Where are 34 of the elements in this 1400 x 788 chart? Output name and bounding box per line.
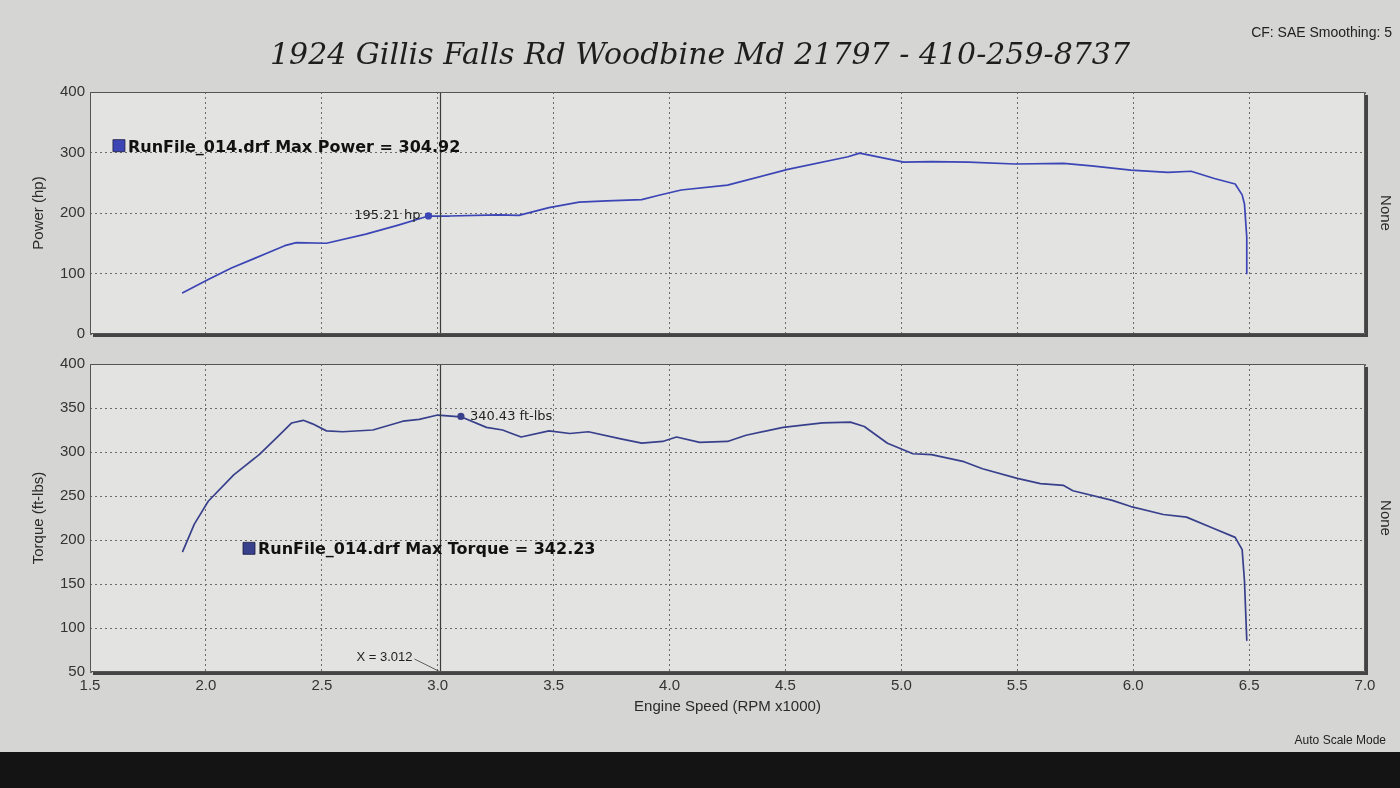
y-tick-label: 200 bbox=[59, 530, 85, 548]
y-tick-label: 400 bbox=[59, 82, 85, 100]
ref-line-label: X = 3.012 bbox=[356, 648, 413, 664]
x-tick-label: 5.5 bbox=[1006, 676, 1028, 694]
y-axis-title: Power (hp) bbox=[29, 176, 47, 250]
x-axis-title: Engine Speed (RPM x1000) bbox=[634, 697, 821, 715]
x-tick-label: 5.0 bbox=[890, 676, 912, 694]
y-tick-label: 400 bbox=[59, 354, 85, 372]
x-tick-label: 3.5 bbox=[543, 676, 565, 694]
y2-axis-title: None bbox=[1377, 195, 1395, 231]
y-axis-title: Torque (ft-lbs) bbox=[29, 471, 47, 565]
y-tick-label: 150 bbox=[59, 574, 85, 592]
x-tick-label: 7.0 bbox=[1354, 676, 1376, 694]
x-tick-label: 6.0 bbox=[1122, 676, 1144, 694]
x-tick-label: 4.0 bbox=[659, 676, 680, 694]
annotation: 340.43 ft-lbs bbox=[469, 407, 553, 423]
y-tick-label: 200 bbox=[59, 203, 85, 221]
y2-axis-title: None bbox=[1377, 500, 1395, 536]
x-tick-label: 4.5 bbox=[775, 676, 796, 694]
x-tick-label: 3.0 bbox=[427, 676, 449, 694]
y-tick-label: 300 bbox=[59, 442, 85, 460]
text: Auto Scale Mode bbox=[1294, 733, 1386, 747]
y-tick-label: 0 bbox=[76, 324, 85, 342]
text: CF: SAE Smoothing: 5 bbox=[1251, 24, 1392, 40]
annotation: 195.21 hp bbox=[354, 207, 421, 223]
y-tick-label: 250 bbox=[59, 486, 85, 504]
x-tick-label: 6.5 bbox=[1238, 676, 1260, 694]
y-tick-label: 100 bbox=[59, 618, 85, 636]
y-tick-label: 350 bbox=[59, 398, 85, 416]
x-tick-label: 2.0 bbox=[195, 676, 217, 694]
y-tick-label: 300 bbox=[59, 142, 85, 160]
chart-title: 1924 Gillis Falls Rd Woodbine Md 21797 - 410-259-8737 bbox=[269, 36, 1131, 71]
x-tick-label: 2.5 bbox=[311, 676, 333, 694]
y-tick-label: 100 bbox=[59, 263, 85, 281]
